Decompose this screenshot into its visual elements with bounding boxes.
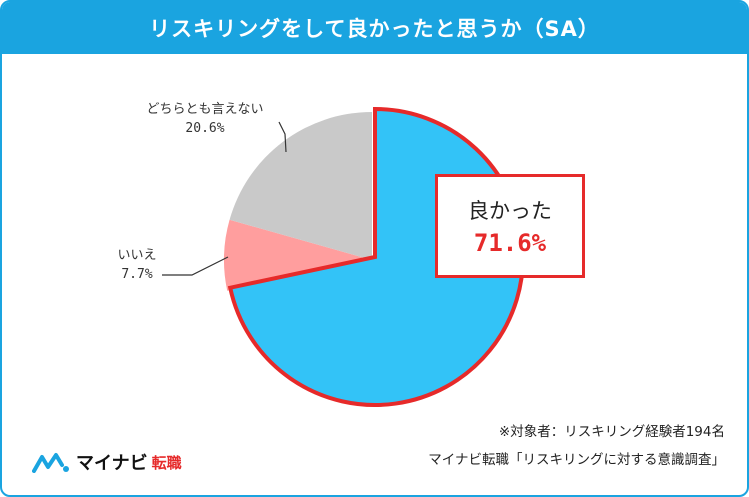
slice-value-neutral: 20.6% xyxy=(185,121,225,136)
pie-slice-no xyxy=(223,219,372,291)
leader-line-no xyxy=(162,256,229,276)
slice-label-no: いいえ 7.7% xyxy=(112,246,162,284)
slice-name-no: いいえ xyxy=(117,248,157,263)
footnote-source: マイナビ転職「リスキリングに対する意識調査」 xyxy=(428,452,725,468)
slice-name-neutral: どちらとも言えない xyxy=(146,102,264,117)
chart-title: リスキリングをして良かったと思うか（SA） xyxy=(2,2,747,54)
leader-line-neutral xyxy=(278,121,287,153)
mynavi-logo: マイナビ 転職 xyxy=(32,449,182,475)
slice-name-yes: 良かった xyxy=(468,199,552,223)
pie-slice-neutral xyxy=(229,112,372,260)
slice-value-yes: 71.6% xyxy=(473,229,547,257)
footnote-respondents: ※対象者：リスキリング経験者194名 xyxy=(498,424,725,440)
callout-yes: 良かった 71.6% xyxy=(435,174,585,278)
slice-label-neutral: どちらとも言えない 20.6% xyxy=(130,100,280,138)
slice-value-no: 7.7% xyxy=(121,267,153,282)
logo-brand: マイナビ xyxy=(76,453,148,474)
mynavi-logo-icon xyxy=(32,453,69,473)
logo-sub: 転職 xyxy=(151,453,182,472)
